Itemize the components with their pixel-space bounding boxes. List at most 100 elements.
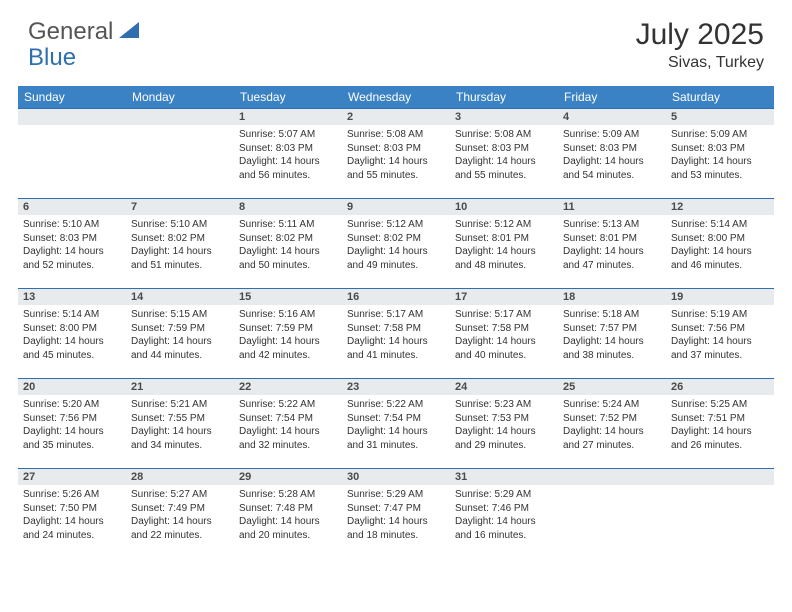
day-number: 13 <box>18 289 126 305</box>
day-cell: 13Sunrise: 5:14 AMSunset: 8:00 PMDayligh… <box>18 289 126 379</box>
logo-text-blue-wrap: Blue <box>28 44 76 72</box>
day-number: 10 <box>450 199 558 215</box>
empty-daynum <box>666 469 774 485</box>
empty-daynum <box>18 109 126 125</box>
day-details: Sunrise: 5:10 AMSunset: 8:03 PMDaylight:… <box>18 215 126 277</box>
day-number: 1 <box>234 109 342 125</box>
day-details: Sunrise: 5:17 AMSunset: 7:58 PMDaylight:… <box>450 305 558 367</box>
day-cell: 4Sunrise: 5:09 AMSunset: 8:03 PMDaylight… <box>558 109 666 199</box>
day-number: 20 <box>18 379 126 395</box>
day-cell: 10Sunrise: 5:12 AMSunset: 8:01 PMDayligh… <box>450 199 558 289</box>
day-number: 19 <box>666 289 774 305</box>
day-cell: 11Sunrise: 5:13 AMSunset: 8:01 PMDayligh… <box>558 199 666 289</box>
day-details: Sunrise: 5:14 AMSunset: 8:00 PMDaylight:… <box>18 305 126 367</box>
weekday-header: Sunday <box>18 86 126 109</box>
day-number: 25 <box>558 379 666 395</box>
day-details: Sunrise: 5:25 AMSunset: 7:51 PMDaylight:… <box>666 395 774 457</box>
day-number: 29 <box>234 469 342 485</box>
day-number: 2 <box>342 109 450 125</box>
day-details: Sunrise: 5:12 AMSunset: 8:01 PMDaylight:… <box>450 215 558 277</box>
day-number: 5 <box>666 109 774 125</box>
weekday-header-row: SundayMondayTuesdayWednesdayThursdayFrid… <box>18 86 774 109</box>
day-cell: 6Sunrise: 5:10 AMSunset: 8:03 PMDaylight… <box>18 199 126 289</box>
day-details: Sunrise: 5:17 AMSunset: 7:58 PMDaylight:… <box>342 305 450 367</box>
day-details: Sunrise: 5:15 AMSunset: 7:59 PMDaylight:… <box>126 305 234 367</box>
logo-text-blue: Blue <box>28 44 76 71</box>
logo: General <box>28 18 143 46</box>
day-number: 17 <box>450 289 558 305</box>
day-details: Sunrise: 5:21 AMSunset: 7:55 PMDaylight:… <box>126 395 234 457</box>
weekday-header: Monday <box>126 86 234 109</box>
weekday-header: Friday <box>558 86 666 109</box>
day-details: Sunrise: 5:09 AMSunset: 8:03 PMDaylight:… <box>666 125 774 187</box>
day-cell: 26Sunrise: 5:25 AMSunset: 7:51 PMDayligh… <box>666 379 774 469</box>
day-cell: 3Sunrise: 5:08 AMSunset: 8:03 PMDaylight… <box>450 109 558 199</box>
day-details: Sunrise: 5:09 AMSunset: 8:03 PMDaylight:… <box>558 125 666 187</box>
day-number: 14 <box>126 289 234 305</box>
day-details: Sunrise: 5:22 AMSunset: 7:54 PMDaylight:… <box>234 395 342 457</box>
calendar-week-row: 1Sunrise: 5:07 AMSunset: 8:03 PMDaylight… <box>18 109 774 199</box>
day-details: Sunrise: 5:26 AMSunset: 7:50 PMDaylight:… <box>18 485 126 547</box>
calendar-week-row: 13Sunrise: 5:14 AMSunset: 8:00 PMDayligh… <box>18 289 774 379</box>
day-details: Sunrise: 5:24 AMSunset: 7:52 PMDaylight:… <box>558 395 666 457</box>
page-header: General July 2025 Sivas, Turkey <box>0 0 792 80</box>
day-cell: 31Sunrise: 5:29 AMSunset: 7:46 PMDayligh… <box>450 469 558 559</box>
day-number: 28 <box>126 469 234 485</box>
day-details: Sunrise: 5:28 AMSunset: 7:48 PMDaylight:… <box>234 485 342 547</box>
day-cell: 8Sunrise: 5:11 AMSunset: 8:02 PMDaylight… <box>234 199 342 289</box>
day-details: Sunrise: 5:14 AMSunset: 8:00 PMDaylight:… <box>666 215 774 277</box>
day-number: 9 <box>342 199 450 215</box>
day-details: Sunrise: 5:10 AMSunset: 8:02 PMDaylight:… <box>126 215 234 277</box>
logo-sail-icon <box>117 20 141 45</box>
calendar-week-row: 20Sunrise: 5:20 AMSunset: 7:56 PMDayligh… <box>18 379 774 469</box>
calendar-week-row: 6Sunrise: 5:10 AMSunset: 8:03 PMDaylight… <box>18 199 774 289</box>
day-number: 21 <box>126 379 234 395</box>
day-number: 22 <box>234 379 342 395</box>
day-details: Sunrise: 5:13 AMSunset: 8:01 PMDaylight:… <box>558 215 666 277</box>
empty-day-cell <box>666 469 774 559</box>
day-cell: 30Sunrise: 5:29 AMSunset: 7:47 PMDayligh… <box>342 469 450 559</box>
calendar-week-row: 27Sunrise: 5:26 AMSunset: 7:50 PMDayligh… <box>18 469 774 559</box>
calendar-body: 1Sunrise: 5:07 AMSunset: 8:03 PMDaylight… <box>18 109 774 559</box>
day-details: Sunrise: 5:27 AMSunset: 7:49 PMDaylight:… <box>126 485 234 547</box>
day-details: Sunrise: 5:08 AMSunset: 8:03 PMDaylight:… <box>450 125 558 187</box>
day-cell: 21Sunrise: 5:21 AMSunset: 7:55 PMDayligh… <box>126 379 234 469</box>
day-cell: 9Sunrise: 5:12 AMSunset: 8:02 PMDaylight… <box>342 199 450 289</box>
day-number: 16 <box>342 289 450 305</box>
day-cell: 16Sunrise: 5:17 AMSunset: 7:58 PMDayligh… <box>342 289 450 379</box>
day-cell: 2Sunrise: 5:08 AMSunset: 8:03 PMDaylight… <box>342 109 450 199</box>
day-number: 6 <box>18 199 126 215</box>
day-cell: 23Sunrise: 5:22 AMSunset: 7:54 PMDayligh… <box>342 379 450 469</box>
weekday-header: Tuesday <box>234 86 342 109</box>
day-details: Sunrise: 5:29 AMSunset: 7:47 PMDaylight:… <box>342 485 450 547</box>
day-cell: 18Sunrise: 5:18 AMSunset: 7:57 PMDayligh… <box>558 289 666 379</box>
weekday-header: Wednesday <box>342 86 450 109</box>
day-number: 31 <box>450 469 558 485</box>
day-number: 11 <box>558 199 666 215</box>
logo-text-general: General <box>28 18 113 46</box>
day-number: 12 <box>666 199 774 215</box>
day-number: 23 <box>342 379 450 395</box>
day-details: Sunrise: 5:29 AMSunset: 7:46 PMDaylight:… <box>450 485 558 547</box>
day-number: 15 <box>234 289 342 305</box>
day-number: 8 <box>234 199 342 215</box>
day-cell: 29Sunrise: 5:28 AMSunset: 7:48 PMDayligh… <box>234 469 342 559</box>
day-cell: 1Sunrise: 5:07 AMSunset: 8:03 PMDaylight… <box>234 109 342 199</box>
day-cell: 20Sunrise: 5:20 AMSunset: 7:56 PMDayligh… <box>18 379 126 469</box>
empty-daynum <box>126 109 234 125</box>
day-number: 18 <box>558 289 666 305</box>
day-details: Sunrise: 5:22 AMSunset: 7:54 PMDaylight:… <box>342 395 450 457</box>
empty-daynum <box>558 469 666 485</box>
day-details: Sunrise: 5:19 AMSunset: 7:56 PMDaylight:… <box>666 305 774 367</box>
day-details: Sunrise: 5:12 AMSunset: 8:02 PMDaylight:… <box>342 215 450 277</box>
day-cell: 7Sunrise: 5:10 AMSunset: 8:02 PMDaylight… <box>126 199 234 289</box>
day-number: 3 <box>450 109 558 125</box>
day-details: Sunrise: 5:07 AMSunset: 8:03 PMDaylight:… <box>234 125 342 187</box>
day-number: 4 <box>558 109 666 125</box>
day-cell: 5Sunrise: 5:09 AMSunset: 8:03 PMDaylight… <box>666 109 774 199</box>
weekday-header: Saturday <box>666 86 774 109</box>
day-cell: 19Sunrise: 5:19 AMSunset: 7:56 PMDayligh… <box>666 289 774 379</box>
day-cell: 12Sunrise: 5:14 AMSunset: 8:00 PMDayligh… <box>666 199 774 289</box>
day-number: 27 <box>18 469 126 485</box>
day-cell: 15Sunrise: 5:16 AMSunset: 7:59 PMDayligh… <box>234 289 342 379</box>
